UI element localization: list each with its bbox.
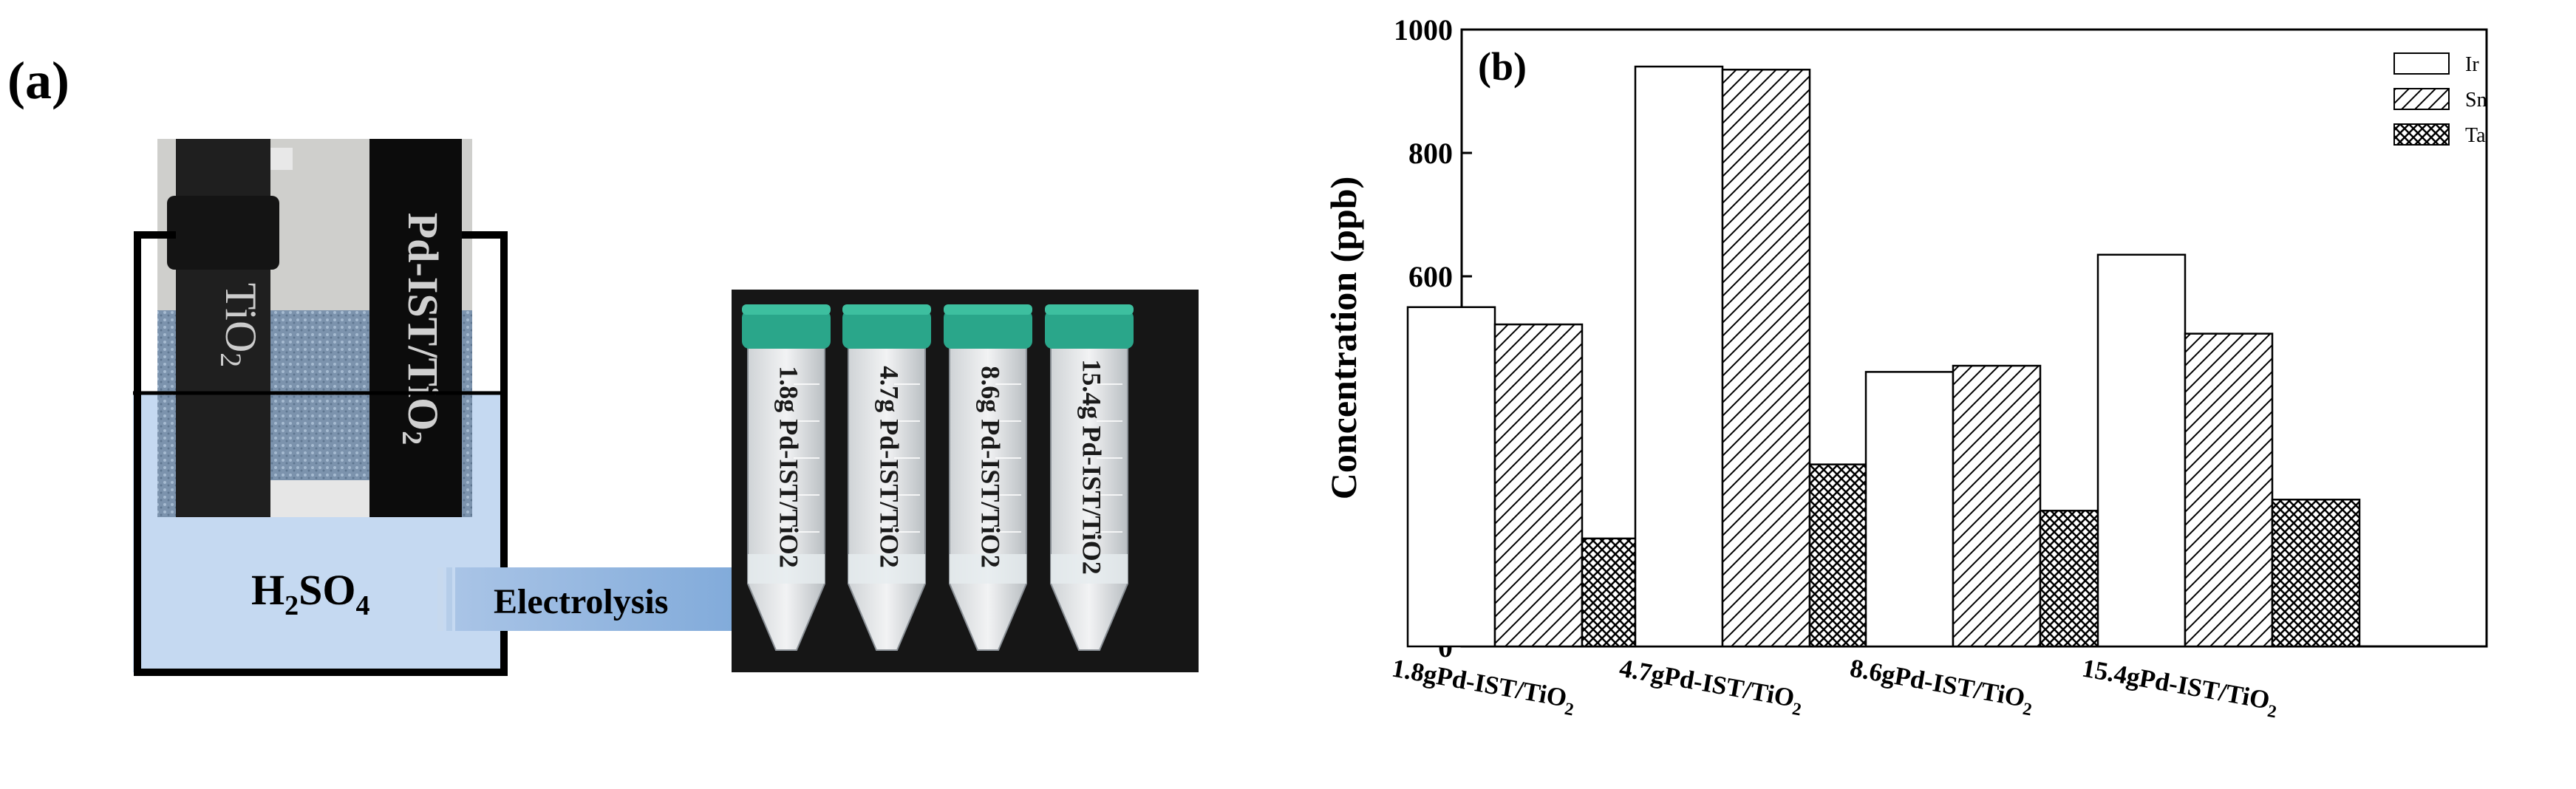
legend-label-ir: Ir [2465, 53, 2479, 76]
bar-ir [1634, 65, 1724, 648]
sample-tube: 4.7g Pd-IST/TiO2 [842, 304, 931, 651]
sample-tube: 8.6g Pd-IST/TiO2 [944, 304, 1032, 651]
x-tick-label: 4.7gPd-IST/TiO2 [1616, 653, 1805, 720]
tube-cap [944, 310, 1032, 349]
sample-tube: 1.8g Pd-IST/TiO2 [742, 304, 831, 651]
legend-swatch-ta [2393, 123, 2450, 146]
x-tick-label: 8.6gPd-IST/TiO2 [1847, 653, 2036, 720]
electrolysis-arrow [437, 545, 789, 653]
legend-swatch-sn [2393, 88, 2450, 110]
tube-cap [842, 310, 931, 349]
legend-swatch-ir [2393, 52, 2450, 75]
tio2-electrode-label: TiO2 [214, 283, 265, 368]
tube-label: 1.8g Pd-IST/TiO2 [774, 366, 804, 567]
bar-ta [2271, 499, 2361, 648]
pd-ist-electrode [369, 139, 462, 517]
bar-ir [1864, 371, 1955, 648]
bar-ir [1406, 306, 1496, 648]
bar-sn [1493, 323, 1584, 648]
pd-ist-electrode-label: Pd-IST/TiO2 [396, 213, 446, 445]
circuit-wire [134, 231, 508, 676]
tubes-photo: 1.8g Pd-IST/TiO2 4.7g Pd-IST/TiO2 8.6g Pd-… [732, 290, 1199, 672]
tube-cap [1045, 310, 1134, 349]
x-tick-label: 1.8gPd-IST/TiO2 [1388, 653, 1578, 720]
electrolysis-label: Electrolysis [494, 582, 668, 621]
tube-label: 4.7g Pd-IST/TiO2 [875, 366, 904, 567]
y-tick-label: 800 [1408, 137, 1453, 170]
panel-a-photo: (a) [7, 51, 1199, 676]
legend-label-sn: Sn [2465, 89, 2487, 112]
y-tick-label: 1000 [1394, 13, 1453, 47]
tube-label: 15.4g Pd-IST/TiO2 [1077, 359, 1107, 574]
bar-ir [2096, 253, 2187, 648]
bar-sn [2184, 332, 2274, 648]
tube-cap [742, 310, 831, 349]
bar-sn [1721, 69, 1811, 648]
sample-tube: 15.4g Pd-IST/TiO2 [1045, 304, 1134, 651]
y-axis-label: Concentration (ppb) [1323, 177, 1364, 500]
panel-a-label: (a) [7, 51, 69, 110]
tube-label: 8.6g Pd-IST/TiO2 [976, 366, 1006, 567]
x-tick-label: 15.4gPd-IST/TiO2 [2079, 653, 2280, 722]
concentration-bar-chart: 02004006008001000Concentration (ppb)(b)1… [1323, 13, 2488, 722]
legend-label-ta: Ta [2465, 124, 2486, 147]
y-tick-label: 600 [1408, 260, 1453, 293]
electrolysis-schematic: TiO2 Pd-IST/TiO2 H2SO4 Electrolysis 1.8g… [133, 139, 1199, 676]
bar-sn [1952, 364, 2042, 648]
electrode-photo [157, 139, 472, 517]
electrolyte-label: H2SO4 [251, 566, 370, 621]
panel-b-label: (b) [1478, 44, 1527, 89]
panel-b-chart: 02004006008001000Concentration (ppb)(b)1… [1301, 0, 2576, 789]
